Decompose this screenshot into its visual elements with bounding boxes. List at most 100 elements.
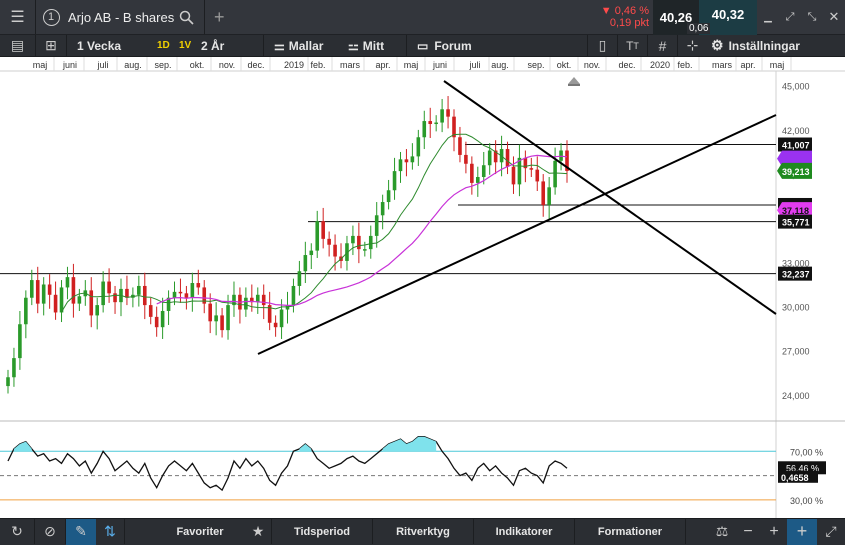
candle-body — [470, 163, 474, 183]
star-icon[interactable]: ★ — [251, 523, 265, 539]
candle-body — [250, 297, 254, 303]
candle-body — [226, 305, 230, 331]
resistance-trendline — [443, 80, 777, 315]
candle-body — [172, 291, 177, 298]
layout-icon[interactable]: ⊞ — [45, 37, 57, 53]
crosshair-icon[interactable]: ⊹ — [686, 37, 699, 53]
gear-icon: ⚙ — [711, 37, 724, 53]
cancel-icon[interactable]: ⊘ — [44, 523, 56, 539]
period-select[interactable]: 1 Vecka — [77, 38, 122, 53]
candle-body — [547, 187, 551, 205]
mine-button[interactable]: ⚍ Mitt — [348, 39, 406, 53]
candle-body — [481, 165, 486, 178]
interval-1v[interactable]: 1V — [179, 40, 192, 51]
templates-label: Mallar — [288, 38, 324, 53]
marker-level-high-bg — [778, 137, 812, 152]
search-icon[interactable] — [174, 10, 198, 25]
candle-body — [357, 235, 361, 250]
x-tick-label: mars — [340, 60, 360, 70]
support-trendline — [257, 114, 777, 355]
ask-box[interactable]: 40,32 0,06 — [687, 0, 757, 35]
instrument-name[interactable]: Arjo AB - B shares — [68, 9, 175, 25]
x-tick-label: apr. — [375, 60, 390, 70]
zoom-fit-icon[interactable]: ⚖ — [715, 523, 729, 539]
candle-body — [89, 290, 94, 316]
notes-icon[interactable]: ▯ — [598, 37, 607, 53]
chart-area[interactable]: maj juni juli aug. sep. okt. nov. dec. 2019 feb. m… — [0, 57, 845, 518]
candle-body — [493, 150, 498, 163]
interval-1d[interactable]: 1D — [157, 40, 170, 51]
oscillator-overbought-fill — [299, 444, 312, 452]
candle-body — [232, 294, 236, 306]
candle-body — [452, 116, 456, 138]
expand-icon[interactable]: ⤢ — [785, 10, 795, 23]
candle-body — [113, 293, 117, 303]
grid-icon[interactable]: # — [658, 37, 667, 54]
candle-body — [279, 309, 284, 328]
osc-upper-label: 70,00 % — [790, 447, 823, 457]
ask-price: 40,32 — [711, 6, 745, 22]
change-pct: ▼ 0,46 % — [600, 5, 649, 17]
x-tick-label: sep. — [154, 60, 171, 70]
candle-body — [59, 287, 64, 313]
pencil-icon[interactable]: ✎ — [66, 518, 96, 545]
bid-price[interactable]: 40,26 — [653, 0, 699, 35]
x-tick-label: maj — [770, 60, 785, 70]
candle-body — [65, 277, 70, 288]
forum-button[interactable]: ▭ Forum — [417, 39, 587, 53]
candle-body — [333, 244, 337, 257]
favorites-tab[interactable]: Favoriter — [176, 525, 224, 538]
candle-body — [41, 284, 46, 304]
range-select[interactable]: 2 År — [201, 38, 225, 53]
candle-body — [541, 181, 546, 205]
candle-body — [464, 154, 468, 164]
x-tick-label: sep. — [527, 60, 544, 70]
shrink-icon[interactable]: ⤡ — [807, 10, 817, 23]
mine-icon: ⚍ — [348, 38, 359, 53]
candle-body — [202, 287, 207, 304]
candle-body — [220, 315, 224, 331]
templates-button[interactable]: ⚌ Mallar — [274, 39, 346, 53]
marker-ma-purple: 39,xxx — [782, 155, 810, 165]
oscillator-overbought-fill — [13, 441, 32, 452]
drawtools-tab[interactable]: Ritverktyg — [396, 525, 450, 538]
fullscreen-icon[interactable]: ⤢ — [825, 523, 837, 539]
marker-ma-magenta: 37,118 — [782, 206, 809, 216]
tab-number-icon[interactable]: 1 — [36, 8, 66, 26]
candle-body — [297, 271, 302, 286]
zoom-out-icon[interactable]: − — [743, 522, 753, 540]
minimize-icon[interactable]: ▁ — [764, 11, 772, 23]
zoom-in-icon[interactable]: + — [769, 522, 779, 540]
candle-body — [529, 168, 534, 170]
x-tick-label: 2020 — [650, 60, 670, 70]
marker-level-base-bg — [778, 266, 812, 281]
x-tick-label: maj — [404, 60, 419, 70]
osc-value2: 0,4658 — [781, 473, 809, 483]
candle-body — [553, 160, 557, 188]
candle-body — [345, 243, 349, 261]
tab-number: 1 — [42, 8, 60, 26]
change-box: ▼ 0,46 % 0,19 pkt — [592, 5, 649, 29]
price-chart[interactable]: maj juni juli aug. sep. okt. nov. dec. 2019 feb. m… — [0, 57, 845, 518]
list-icon[interactable]: ▤ — [10, 37, 25, 53]
candle-body — [160, 310, 165, 328]
sort-icon[interactable]: ⇅ — [104, 523, 116, 539]
candle-body — [321, 221, 325, 239]
candle-body — [291, 285, 296, 306]
formations-tab[interactable]: Formationer — [597, 525, 663, 538]
marker-last-price: 39,213 — [782, 167, 810, 177]
cursor-icon[interactable]: + — [787, 518, 817, 545]
y-tick-label: 27,000 — [782, 347, 810, 357]
spread: 0,06 — [687, 22, 711, 34]
settings-button[interactable]: ⚙ Inställningar — [711, 37, 800, 54]
close-icon[interactable]: ✕ — [828, 9, 840, 24]
chart-toolbar: ▤ ⊞ 1 Vecka 1D 1V 2 År ⚌ Mallar ⚍ Mitt ▭ Fo… — [0, 35, 845, 57]
ma-long-line — [156, 154, 568, 306]
refresh-icon[interactable]: ↻ — [11, 523, 23, 539]
add-tab-icon[interactable]: + — [213, 6, 225, 27]
osc-value2-bg — [778, 470, 818, 483]
timeperiod-tab[interactable]: Tidsperiod — [293, 525, 351, 538]
menu-icon[interactable]: ☰ — [10, 9, 25, 26]
indicators-tab[interactable]: Indikatorer — [495, 525, 553, 538]
